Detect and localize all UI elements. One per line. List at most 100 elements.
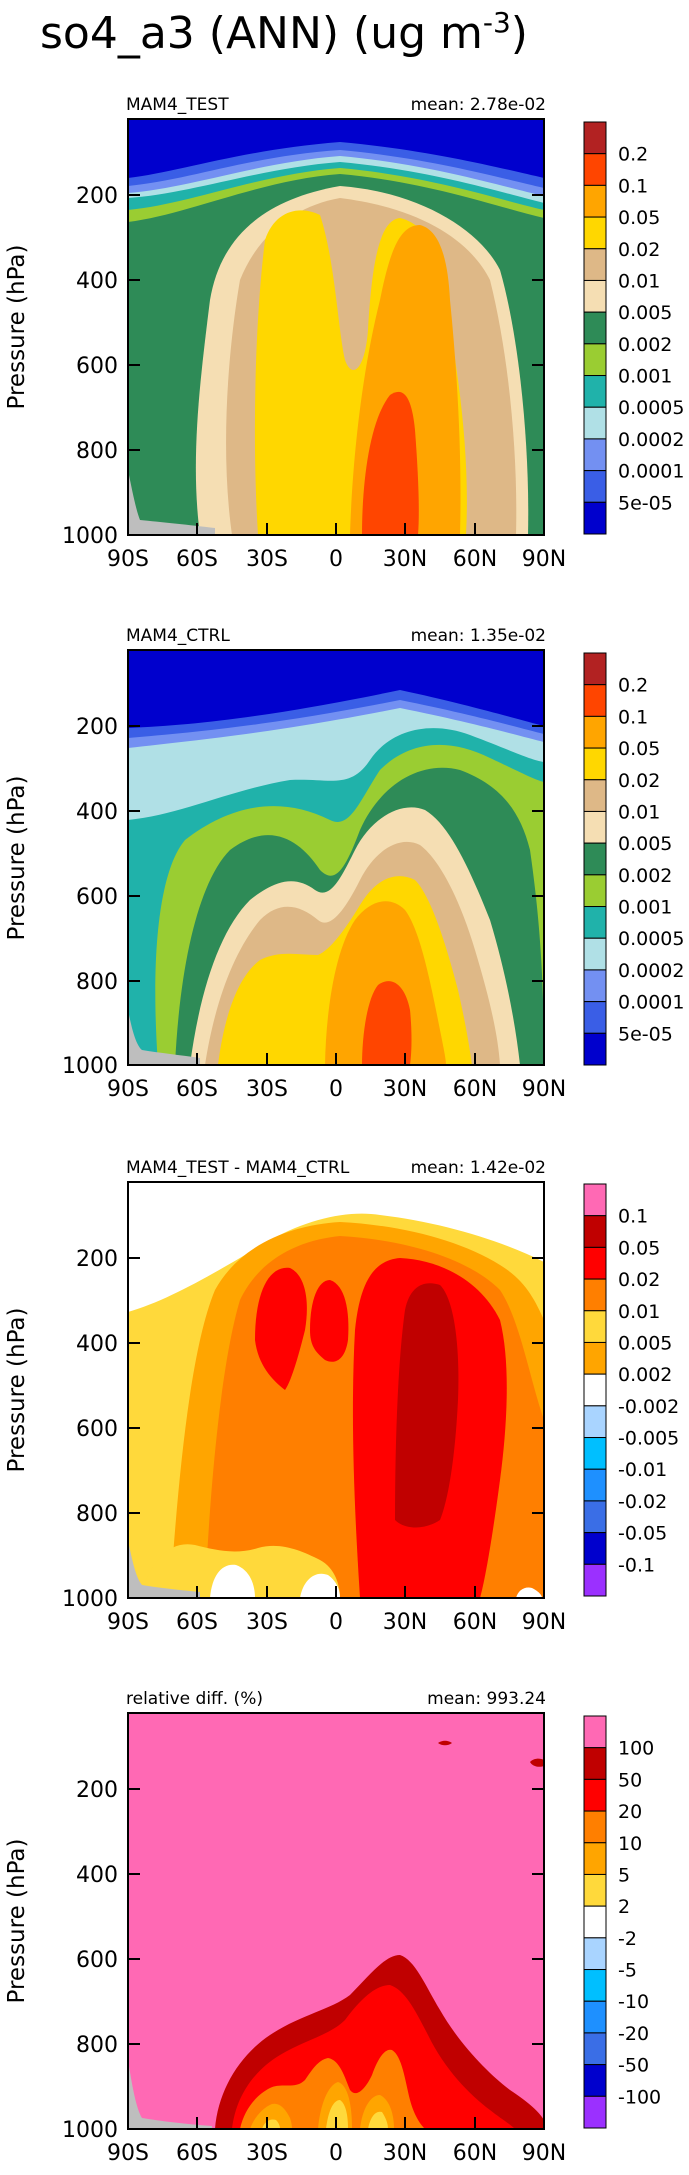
colorbar-label: -100 xyxy=(618,2086,661,2108)
panel-3-colorbar: 0.1 0.05 0.02 0.01 0.005 0.002 -0.002 -0.005 -0.… xyxy=(583,1183,679,1597)
panel-1-mean: mean: 2.78e-02 xyxy=(411,95,546,115)
colorbar-swatch xyxy=(583,279,607,313)
panel-2-ylabel: Pressure (hPa) xyxy=(4,776,30,941)
colorbar-label: 50 xyxy=(618,1769,642,1791)
panel-1-xtick: 90S xyxy=(107,547,149,572)
panel-1-ytick: 800 xyxy=(76,439,118,464)
colorbar-label: 0.02 xyxy=(618,239,660,261)
panel-2-xtick: 60N xyxy=(453,1077,497,1102)
panel-2-ytick: 1000 xyxy=(62,1054,118,1079)
colorbar-label: 0.01 xyxy=(618,1301,660,1323)
colorbar-label: 0.002 xyxy=(618,865,672,887)
colorbar-label: -0.1 xyxy=(618,1554,655,1576)
colorbar-swatch xyxy=(583,121,607,155)
colorbar-label: 0.01 xyxy=(618,270,660,292)
panel-4-field xyxy=(128,1713,544,2129)
colorbar-swatch xyxy=(583,216,607,250)
colorbar-label: -20 xyxy=(618,2023,649,2045)
panel-4-ytick: 400 xyxy=(76,1863,118,1888)
panel-2-xtick: 30S xyxy=(246,1077,288,1102)
colorbar-swatch xyxy=(583,1405,607,1439)
colorbar-label: 0.02 xyxy=(618,770,660,792)
panel-4-ylabel: Pressure (hPa) xyxy=(4,1839,30,2004)
colorbar-swatch xyxy=(583,1032,607,1066)
colorbar-swatch xyxy=(583,343,607,377)
colorbar-swatch xyxy=(583,184,607,218)
colorbar-label: 0.0002 xyxy=(618,960,684,982)
colorbar-label: 0.0001 xyxy=(618,992,684,1014)
panel-2-ytick: 600 xyxy=(76,885,118,910)
panel-4-colorbar: 100 50 20 10 5 2 -2 -5 -10 -20 -50 -100 xyxy=(583,1715,661,2129)
panel-3-xtick: 30N xyxy=(383,1610,427,1635)
colorbar-swatch xyxy=(583,1001,607,1034)
panel-3-xtick: 30S xyxy=(246,1610,288,1635)
colorbar-swatch xyxy=(583,406,607,440)
panel-3-ytick: 600 xyxy=(76,1417,118,1442)
panel-3-xtick: 60S xyxy=(176,1610,218,1635)
colorbar-label: 0.01 xyxy=(618,801,660,823)
panel-1-colorbar: 0.2 0.1 0.05 0.02 0.01 0.005 0.002 0.001 0.0005 0… xyxy=(583,121,684,535)
colorbar-label: 0.1 xyxy=(618,1206,648,1228)
panel-2-ytick: 800 xyxy=(76,970,118,995)
colorbar-swatch xyxy=(583,1873,607,1907)
panel-4-ytick: 200 xyxy=(76,1778,118,1803)
colorbar-swatch xyxy=(583,375,607,408)
colorbar-swatch xyxy=(583,1778,607,1812)
colorbar-swatch xyxy=(583,810,607,844)
colorbar-label: -50 xyxy=(618,2055,649,2077)
panel-2-ytick: 200 xyxy=(76,715,118,740)
panel-3-name: MAM4_TEST - MAM4_CTRL xyxy=(126,1158,350,1178)
colorbar-swatch xyxy=(583,2000,607,2034)
panel-4-xtick: 90N xyxy=(522,2141,566,2166)
colorbar-label: 0.0005 xyxy=(618,397,684,419)
panel-2-colorbar: 0.2 0.1 0.05 0.02 0.01 0.005 0.002 0.001 0.0005 0… xyxy=(583,652,684,1066)
panel-3-ylabel: Pressure (hPa) xyxy=(4,1308,30,1473)
panel-1-xtick: 60N xyxy=(453,547,497,572)
colorbar-swatch xyxy=(583,153,607,186)
panel-4-xtick: 30S xyxy=(246,2141,288,2166)
colorbar-label: 0.1 xyxy=(618,706,648,728)
colorbar-label: 0.005 xyxy=(618,833,672,855)
panel-3-xtick: 0 xyxy=(329,1610,343,1635)
colorbar-swatch xyxy=(583,906,607,939)
colorbar-swatch xyxy=(583,842,607,876)
panel-3-ytick: 1000 xyxy=(62,1587,118,1612)
panel-2-xtick: 0 xyxy=(329,1077,343,1102)
panel-3-field xyxy=(128,1182,544,1598)
colorbar-label: 0.002 xyxy=(618,1364,672,1386)
panel-1-xtick: 30S xyxy=(246,547,288,572)
colorbar-swatch xyxy=(583,1937,607,1971)
colorbar-swatch xyxy=(583,1715,607,1749)
colorbar-swatch xyxy=(583,747,607,781)
colorbar-swatch xyxy=(583,1905,607,1939)
panel-2-xtick: 60S xyxy=(176,1077,218,1102)
colorbar-swatch xyxy=(583,1437,607,1470)
colorbar-swatch xyxy=(583,1532,607,1565)
colorbar-label: 0.005 xyxy=(618,1332,672,1354)
colorbar-label: 0.02 xyxy=(618,1269,660,1291)
panel-4-ytick: 600 xyxy=(76,1948,118,1973)
colorbar-label: -0.002 xyxy=(618,1396,679,1418)
colorbar-swatch xyxy=(583,1842,607,1875)
colorbar-swatch xyxy=(583,779,607,812)
colorbar-label: -5 xyxy=(618,1960,637,1982)
colorbar-swatch xyxy=(583,1747,607,1780)
panel-4-axes: 200 400 600 800 1000 90S 60S 30S 0 30N 6… xyxy=(62,1778,566,2166)
colorbar-swatch xyxy=(583,1810,607,1844)
colorbar-swatch xyxy=(583,684,607,717)
panel-1-ytick: 200 xyxy=(76,184,118,209)
colorbar-swatch xyxy=(583,2095,607,2129)
panel-1: 200 400 600 800 1000 90S 60S 30S 0 30N 6… xyxy=(4,95,684,572)
colorbar-swatch xyxy=(583,715,607,749)
panel-3-ytick: 400 xyxy=(76,1332,118,1357)
panel-2-ytick: 400 xyxy=(76,800,118,825)
panel-3-ytick: 800 xyxy=(76,1502,118,1527)
panel-4-xtick: 0 xyxy=(329,2141,343,2166)
colorbar-label: 0.0001 xyxy=(618,461,684,483)
panel-4-xtick: 90S xyxy=(107,2141,149,2166)
colorbar-swatch xyxy=(583,937,607,971)
colorbar-swatch xyxy=(583,438,607,472)
colorbar-label: 5 xyxy=(618,1864,630,1886)
panel-3-xtick: 90S xyxy=(107,1610,149,1635)
colorbar-label: 0.002 xyxy=(618,334,672,356)
